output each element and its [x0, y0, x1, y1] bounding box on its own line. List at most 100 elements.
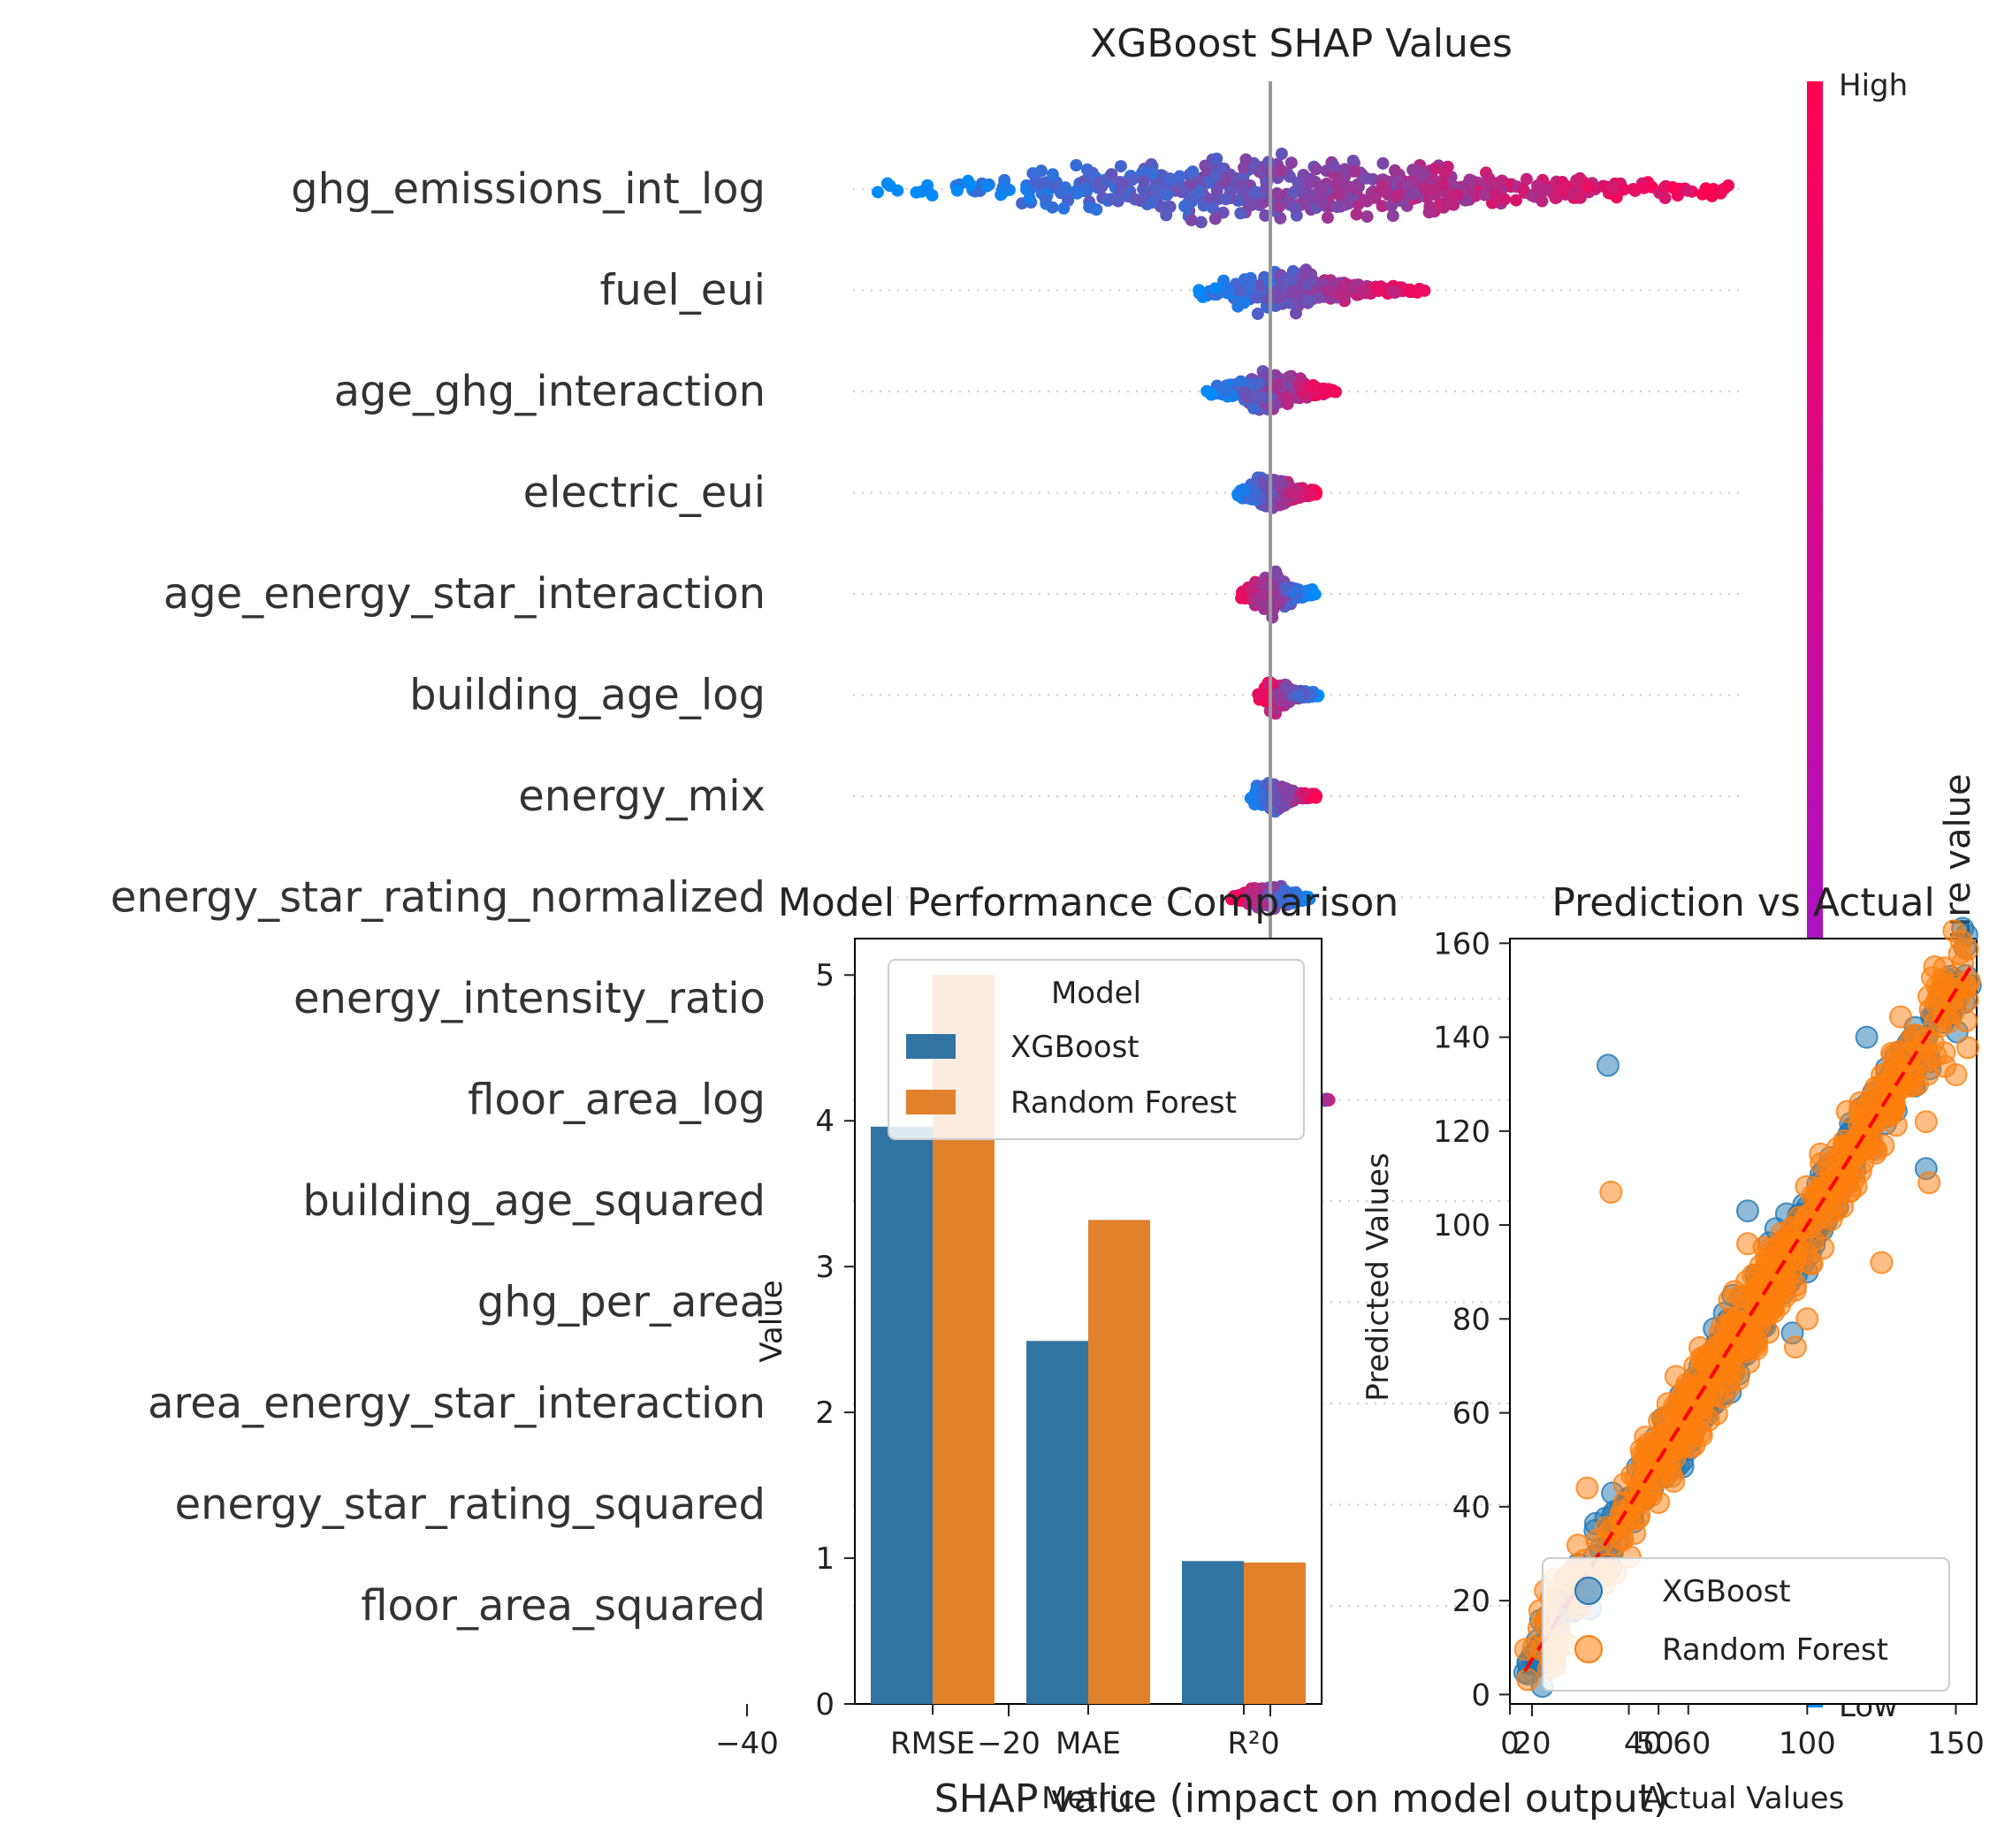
shap-point: [1540, 183, 1553, 196]
bar-legend-label-xgboost: XGBoost: [1010, 1030, 1140, 1065]
shap-point: [1376, 156, 1390, 170]
shap-point: [1272, 188, 1285, 202]
shap-point: [1301, 193, 1315, 206]
shap-point: [1146, 196, 1159, 209]
shap-point: [1346, 155, 1360, 167]
shap-point: [1270, 688, 1283, 701]
scatter-point-random-forest: [1639, 1484, 1663, 1508]
scatter-point-random-forest: [1914, 1110, 1938, 1134]
bar-random-forest: [1088, 1220, 1150, 1704]
shap-point: [1376, 200, 1389, 213]
scatter-title: Prediction vs Actual: [1551, 880, 1934, 925]
bar-legend-swatch-random-forest: [906, 1090, 956, 1114]
scatter-point-random-forest: [1889, 1005, 1912, 1029]
shap-point: [1209, 170, 1223, 183]
shap-point: [1273, 291, 1286, 304]
shap-point: [1404, 285, 1416, 299]
shap-point: [1425, 184, 1438, 197]
scatter-point-random-forest: [1819, 1161, 1843, 1185]
shap-point: [1250, 389, 1262, 402]
shap-x-tick-label: −20: [977, 1726, 1040, 1761]
shap-point: [1231, 284, 1245, 297]
shap-point: [1280, 582, 1292, 595]
bar-y-tick-label: 3: [815, 1250, 835, 1285]
bar-panel: 0 1 2 3 4 5 RMSE MAE R² Model Performance Compa…: [754, 880, 1399, 1816]
bar-xgboost: [1182, 1561, 1244, 1704]
shap-point: [1520, 172, 1533, 186]
shap-point: [1280, 793, 1293, 805]
shap-point: [1090, 203, 1103, 217]
shap-point: [1239, 153, 1253, 166]
shap-point: [1422, 206, 1436, 219]
shap-point: [1279, 682, 1292, 696]
shap-feature-label: building_age_log: [409, 671, 766, 720]
scatter-point-random-forest: [1870, 1251, 1894, 1274]
scatter-point-random-forest: [1783, 1335, 1807, 1359]
scatter-y-tick-label: 140: [1433, 1021, 1490, 1056]
scatter-point-random-forest: [1689, 1424, 1713, 1448]
bar-x-tick-label: MAE: [1056, 1726, 1121, 1761]
shap-point: [1284, 156, 1298, 170]
bar-y-tick-label: 4: [815, 1104, 835, 1139]
scatter-legend-label-random-forest: Random Forest: [1662, 1632, 1888, 1668]
scatter-point-random-forest: [1692, 1345, 1716, 1369]
scatter-x-tick-label: 60: [1673, 1726, 1711, 1761]
shap-point: [1114, 184, 1127, 197]
bar-y-tick-label: 5: [815, 958, 835, 993]
scatter-legend-label-xgboost: XGBoost: [1662, 1574, 1791, 1609]
scatter-point-random-forest: [1757, 1237, 1781, 1261]
shap-point: [1279, 273, 1292, 286]
scatter-point-random-forest: [1917, 1171, 1941, 1195]
shap-point: [1321, 1093, 1334, 1107]
shap-point: [1376, 179, 1389, 193]
scatter-y-tick-label: 80: [1452, 1302, 1490, 1337]
shap-point: [1486, 196, 1498, 209]
shap-point: [1293, 379, 1306, 392]
shap-point: [1046, 168, 1059, 181]
bar-legend-title: Model: [1051, 976, 1141, 1011]
shap-point: [1057, 202, 1071, 215]
scatter-point-xgboost: [1597, 1053, 1620, 1077]
shap-point: [1033, 178, 1047, 191]
scatter-x-label: Actual Values: [1643, 1781, 1844, 1816]
shap-feature-label: energy_intensity_ratio: [293, 974, 766, 1023]
scatter-y-tick-label: 160: [1433, 926, 1490, 962]
shap-point: [1238, 483, 1251, 497]
shap-point: [1275, 164, 1288, 177]
shap-point: [1261, 579, 1275, 592]
scatter-point-random-forest: [1599, 1180, 1623, 1204]
shap-point: [1582, 180, 1595, 194]
shap-point: [1219, 193, 1232, 206]
shap-point: [1328, 160, 1340, 173]
shap-point: [1671, 189, 1684, 202]
shap-point: [1251, 308, 1264, 320]
shap-point: [1289, 202, 1301, 215]
bar-title: Model Performance Comparison: [778, 880, 1399, 925]
shap-point: [1300, 278, 1314, 292]
shap-title: XGBoost SHAP Values: [1090, 21, 1513, 66]
scatter-point-random-forest: [1900, 1060, 1924, 1084]
shap-point: [1292, 689, 1305, 702]
scatter-point-random-forest: [1942, 919, 1966, 943]
scatter-y-label: Predicted Values: [1361, 1152, 1396, 1402]
shap-point: [1285, 285, 1299, 298]
shap-point: [1463, 173, 1476, 186]
shap-point: [1208, 282, 1222, 295]
scatter-point-random-forest: [1726, 1367, 1750, 1391]
scatter-point-random-forest: [1736, 1232, 1759, 1256]
scatter-point-random-forest: [1516, 1668, 1540, 1692]
scatter-point-random-forest: [1612, 1472, 1636, 1495]
shap-point: [1218, 383, 1231, 396]
shap-point: [1517, 183, 1530, 196]
shap-feature-label: floor_area_log: [468, 1076, 766, 1125]
shap-point: [1478, 188, 1491, 202]
shap-point: [1681, 184, 1694, 197]
shap-point: [1231, 300, 1245, 313]
shap-point: [962, 174, 974, 187]
shap-feature-label: building_age_squared: [302, 1176, 766, 1226]
shap-point: [1208, 212, 1222, 225]
shap-point: [1303, 177, 1316, 190]
scatter-point-random-forest: [1881, 1044, 1905, 1068]
shap-point: [1247, 402, 1261, 414]
shap-point: [1257, 195, 1270, 209]
